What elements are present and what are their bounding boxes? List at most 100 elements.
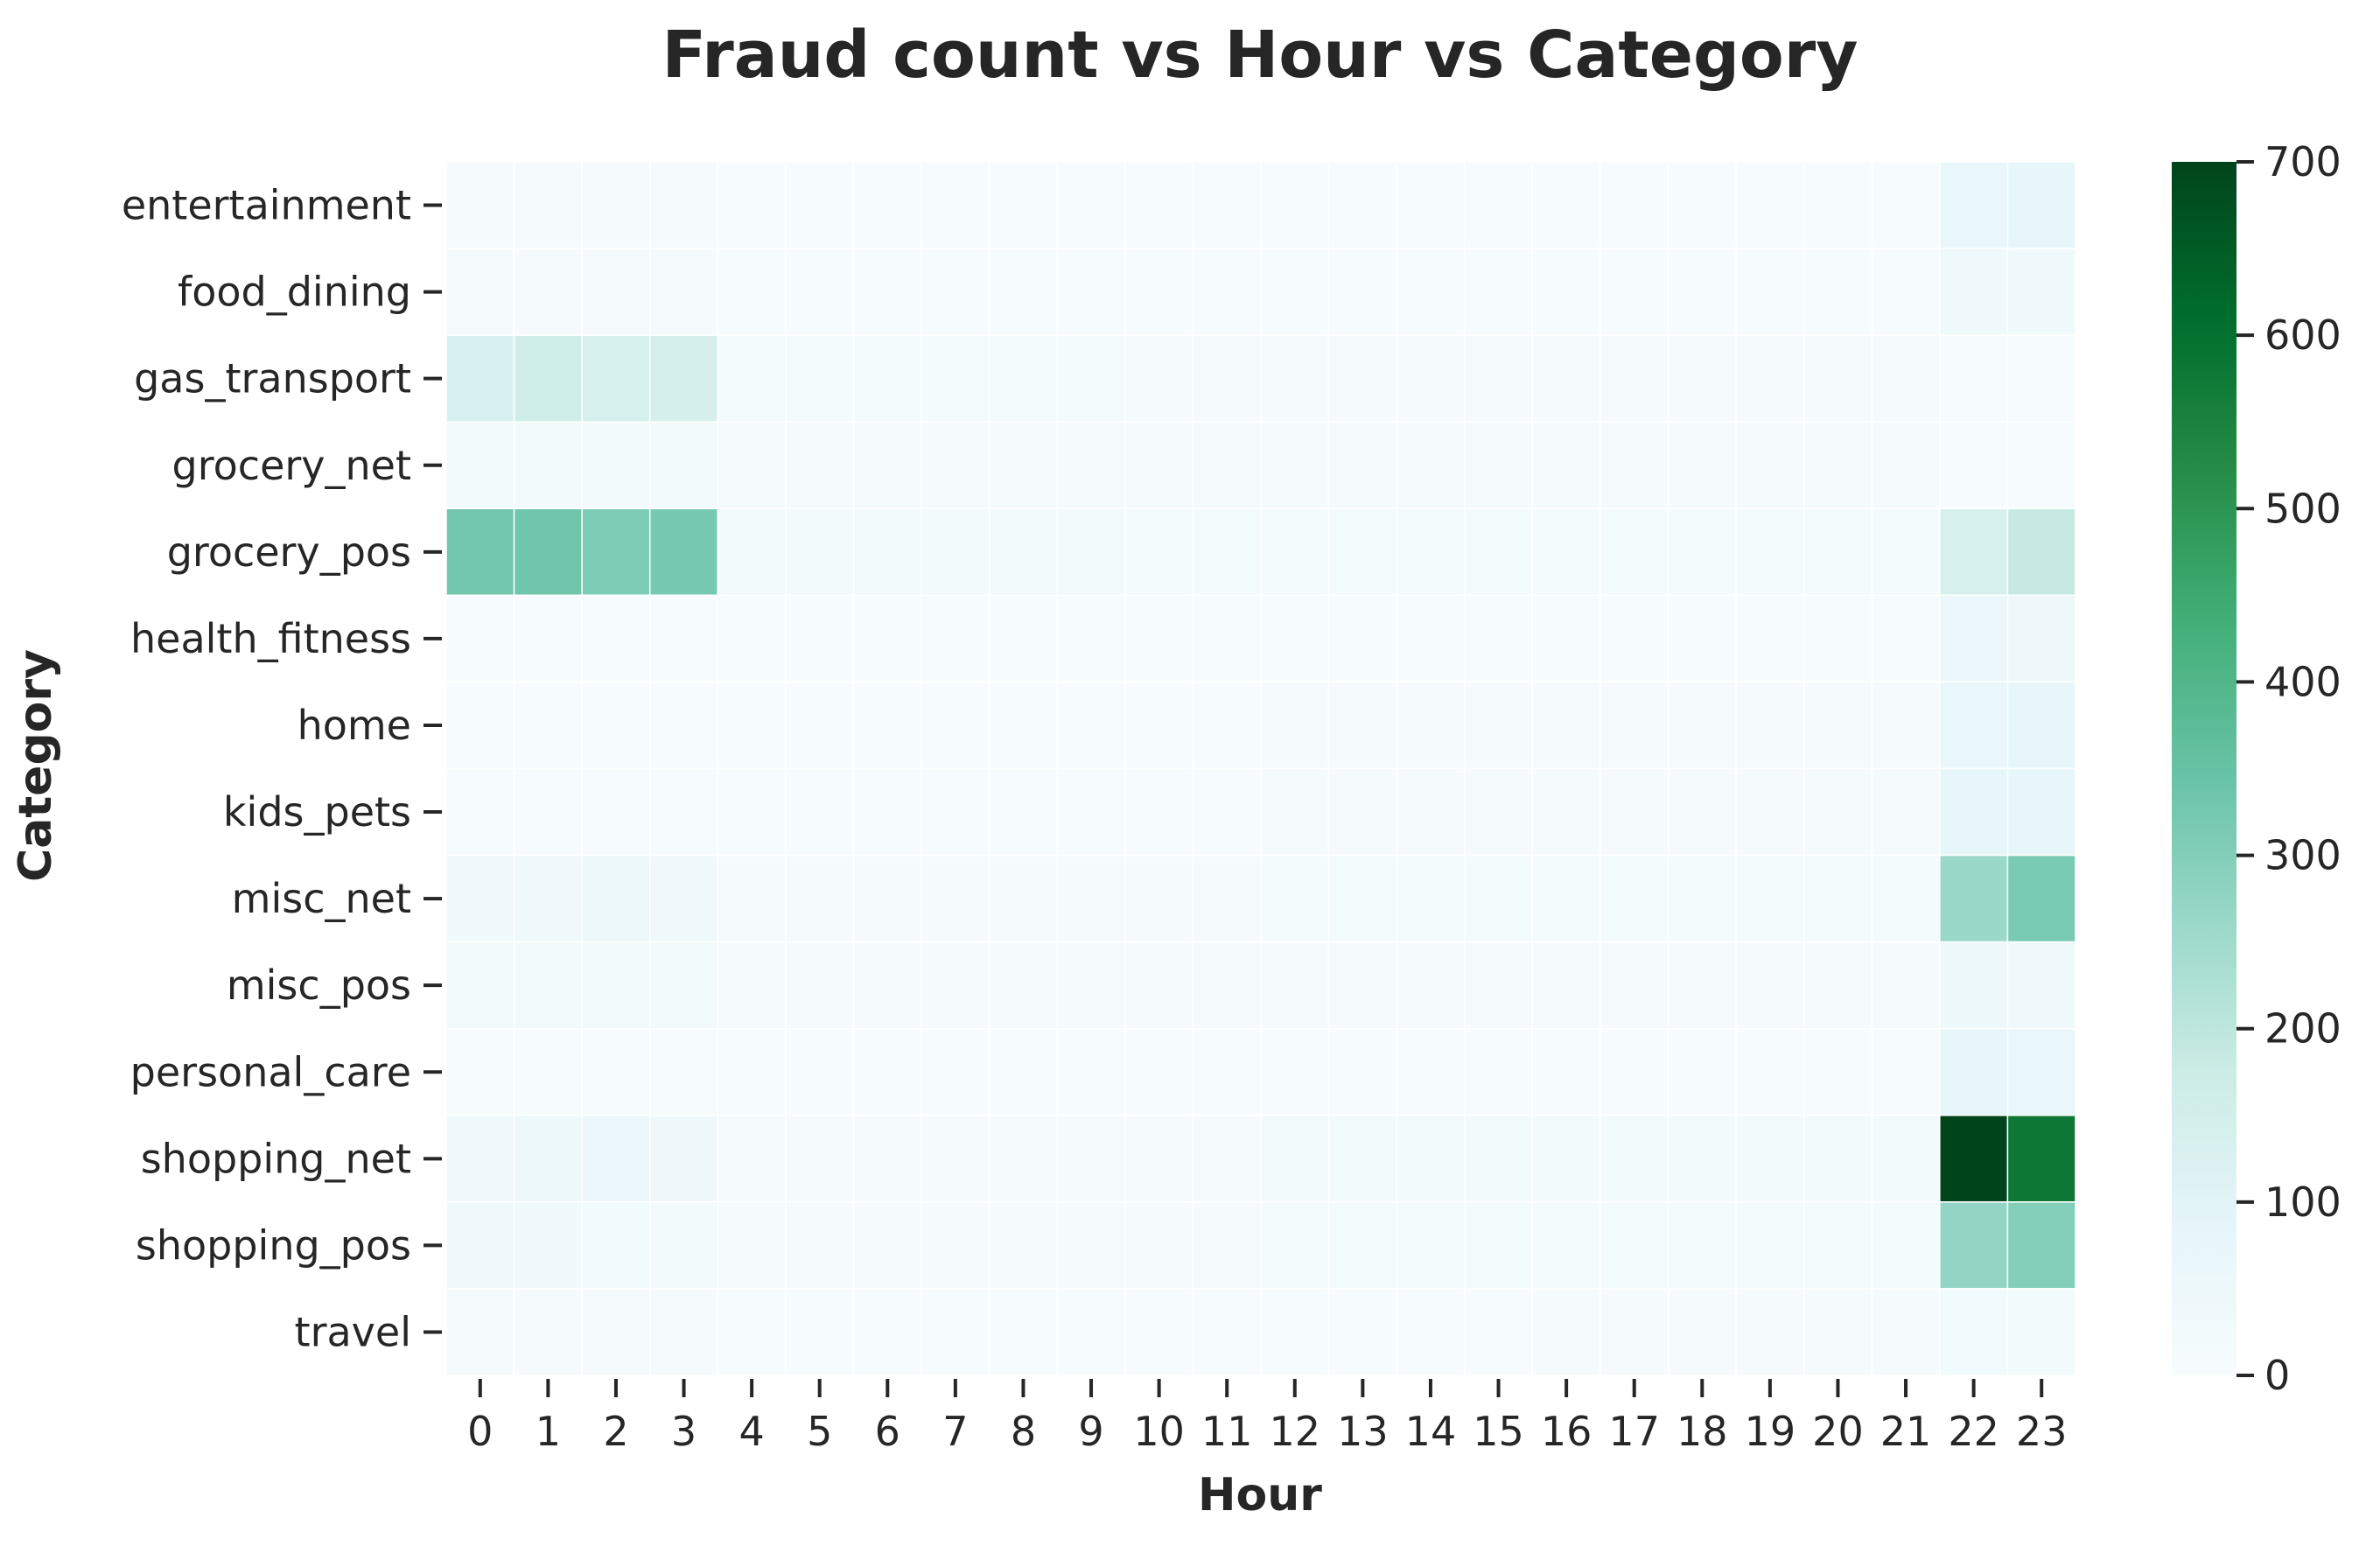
heatmap-cell [1939,334,2009,423]
heatmap-cell [1396,1115,1466,1203]
heatmap-cell [785,594,855,683]
heatmap-cell [785,1201,855,1290]
heatmap-cell [1802,1027,1873,1116]
heatmap-cell [1871,941,1941,1030]
heatmap-cell [852,941,922,1030]
x-tick-label: 12 [1270,1408,1321,1455]
heatmap-cells [445,161,2076,1376]
heatmap-cell [513,767,583,857]
x-tick-label: 20 [1812,1408,1864,1455]
heatmap-cell [1735,1288,1805,1376]
heatmap-cell [649,1288,719,1376]
heatmap-cell [988,594,1058,683]
heatmap-cell [1056,1201,1126,1290]
heatmap-cell [1939,941,2009,1030]
x-tick-label: 5 [807,1408,832,1455]
heatmap-cell [988,1288,1058,1376]
heatmap-cell [1939,1115,2009,1203]
x-tick-label: 14 [1405,1408,1457,1455]
heatmap-cell [1464,248,1534,336]
heatmap-cell [2006,1027,2076,1116]
colorbar-tick-label: 500 [2264,485,2342,532]
heatmap-cell [1327,854,1397,943]
heatmap-cell [1464,767,1534,857]
heatmap-cell [1260,1201,1330,1290]
y-tick-label: health_fitness [130,615,411,662]
heatmap-cell [1531,421,1601,510]
heatmap-cell [513,1288,583,1376]
heatmap-cell [1260,941,1330,1030]
heatmap-cell [920,161,990,249]
heatmap-cell [717,1115,787,1203]
y-axis-label: Category [10,649,62,882]
heatmap-cell [1396,1288,1466,1376]
heatmap-cell [1939,594,2009,683]
heatmap-cell [1667,681,1737,770]
heatmap-cell [445,507,515,597]
heatmap-cell [988,421,1058,510]
heatmap-cell [1735,1027,1805,1116]
heatmap-cell [1871,421,1941,510]
heatmap-cell [988,767,1058,857]
heatmap-cell [445,161,515,249]
colorbar-tick-label: 300 [2264,832,2342,879]
heatmap-cell [1871,594,1941,683]
heatmap-cell [785,1115,855,1203]
heatmap-cell [1327,421,1397,510]
x-tick-label: 8 [1011,1408,1036,1455]
colorbar-tick-label: 400 [2264,658,2342,705]
x-tick-label: 19 [1745,1408,1796,1455]
heatmap-cell [785,161,855,249]
heatmap-cell [1871,1115,1941,1203]
heatmap-cell [785,854,855,943]
y-axis: entertainment food_dining gas_transportgro… [122,182,442,1355]
heatmap-cell [1464,161,1534,249]
heatmap-cell [1192,161,1262,249]
heatmap-cell [920,941,990,1030]
heatmap-cell [581,1288,651,1376]
heatmap-cell [1260,507,1330,597]
heatmap-cell [1327,594,1397,683]
heatmap-cell [2006,1288,2076,1376]
heatmap-cell [1327,1201,1397,1290]
heatmap-cell [852,161,922,249]
heatmap-cell [513,248,583,336]
heatmap-cell [1600,854,1670,943]
heatmap-cell [581,854,651,943]
heatmap-cell [1667,248,1737,336]
heatmap-cell [1056,854,1126,943]
heatmap-cell [1939,1027,2009,1116]
heatmap-cell [581,1201,651,1290]
x-tick-label: 18 [1676,1408,1728,1455]
heatmap-cell [1667,507,1737,597]
heatmap-cell [1396,681,1466,770]
heatmap-cell [513,941,583,1030]
heatmap-cell [785,941,855,1030]
heatmap-cell [1327,161,1397,249]
heatmap-cell [1192,854,1262,943]
heatmap-cell [1124,681,1194,770]
heatmap-cell [920,248,990,336]
y-tick-label: grocery_pos [167,528,411,576]
heatmap-cell [1531,1201,1601,1290]
heatmap-cell [988,248,1058,336]
heatmap-cell [1056,594,1126,683]
heatmap-cell [581,1115,651,1203]
heatmap-cell [581,421,651,510]
heatmap-cell [1260,681,1330,770]
x-tick-label: 0 [467,1408,493,1455]
heatmap-cell [785,767,855,857]
heatmap-cell [988,1027,1058,1116]
heatmap-cell [513,1027,583,1116]
colorbar-tick-label: 600 [2264,311,2342,359]
heatmap-cell [445,421,515,510]
heatmap-cell [1327,334,1397,423]
heatmap-cell [1939,1288,2009,1376]
heatmap-cell [1464,941,1534,1030]
heatmap-cell [649,767,719,857]
heatmap-cell [1531,161,1601,249]
heatmap-cell [649,854,719,943]
heatmap-cell [1056,767,1126,857]
heatmap-cell [717,854,787,943]
heatmap-cell [1531,594,1601,683]
